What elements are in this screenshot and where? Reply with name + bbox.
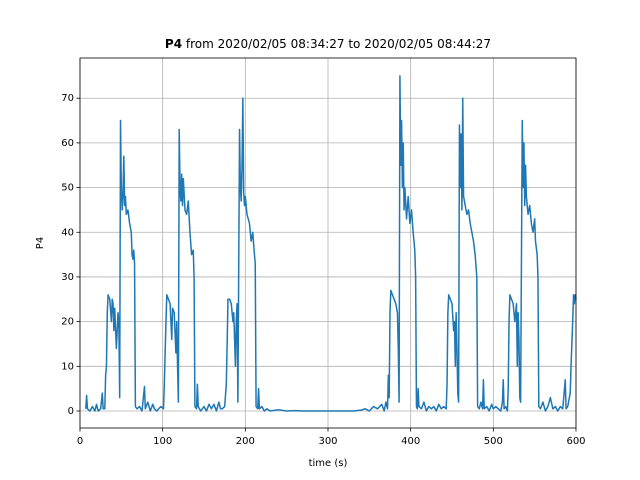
y-tick-label: 0 bbox=[68, 406, 74, 417]
y-tick-label: 30 bbox=[61, 272, 74, 283]
plot-frame bbox=[79, 57, 577, 429]
title-bold: P4 bbox=[165, 37, 182, 51]
y-axis-label: P4 bbox=[35, 237, 46, 249]
title-rest: from 2020/02/05 08:34:27 to 2020/02/05 0… bbox=[186, 37, 491, 51]
x-tick-label: 600 bbox=[566, 436, 585, 447]
chart-title: P4 from 2020/02/05 08:34:27 to 2020/02/0… bbox=[165, 37, 491, 51]
y-tick-label: 70 bbox=[61, 93, 74, 104]
x-tick-label: 0 bbox=[77, 436, 83, 447]
x-tick-label: 100 bbox=[153, 436, 172, 447]
x-tick-label: 200 bbox=[236, 436, 255, 447]
y-tick-label: 20 bbox=[61, 317, 74, 328]
x-axis-label: time (s) bbox=[309, 458, 348, 469]
x-tick-label: 400 bbox=[401, 436, 420, 447]
y-tick-label: 60 bbox=[61, 138, 74, 149]
y-tick-label: 10 bbox=[61, 361, 74, 372]
x-tick-label: 300 bbox=[318, 436, 337, 447]
y-tick-label: 40 bbox=[61, 227, 74, 238]
y-tick-label: 50 bbox=[61, 183, 74, 194]
data-line bbox=[85, 75, 577, 412]
x-tick-label: 500 bbox=[484, 436, 503, 447]
